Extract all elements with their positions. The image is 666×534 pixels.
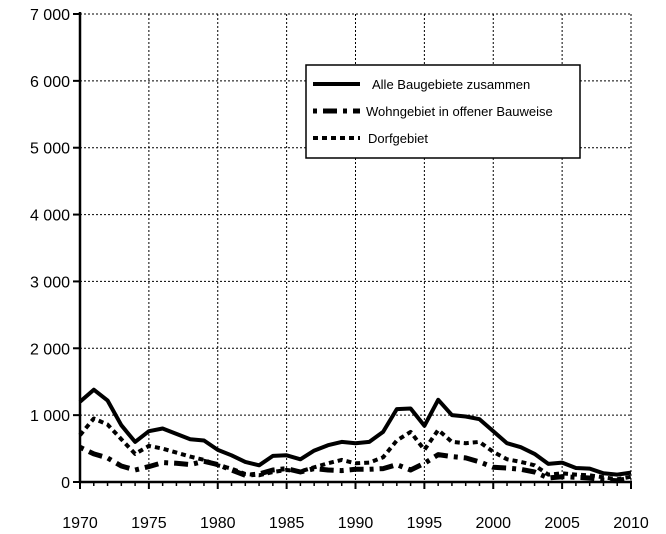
series-line-2 <box>78 444 632 484</box>
y-tick-label: 5 000 <box>30 141 70 158</box>
x-tick-label: 1985 <box>269 515 305 532</box>
legend-label-series-1: Alle Baugebiete zusammen <box>372 77 530 92</box>
y-tick-label: 3 000 <box>30 274 70 291</box>
x-tick-label: 2000 <box>475 515 511 532</box>
legend-box <box>305 64 581 159</box>
y-tick-label: 6 000 <box>30 74 70 91</box>
x-tick-label: 1970 <box>62 515 98 532</box>
legend-label-series-3: Dorfgebiet <box>368 131 428 146</box>
y-tick-label: 7 000 <box>30 7 70 24</box>
x-tick-label: 2010 <box>613 515 649 532</box>
y-tick-label: 4 000 <box>30 208 70 225</box>
x-tick-label: 2005 <box>544 515 580 532</box>
y-tick-label: 0 <box>61 475 70 492</box>
y-tick-label: 1 000 <box>30 408 70 425</box>
legend-label-series-2: Wohngebiet in offener Bauweise <box>366 104 553 119</box>
series-lines <box>78 387 632 484</box>
x-tick-label: 1980 <box>200 515 236 532</box>
y-tick-label: 2 000 <box>30 341 70 358</box>
series-line-1 <box>78 387 632 477</box>
legend: Alle Baugebiete zusammen Wohngebiet in o… <box>305 64 581 159</box>
x-tick-label: 1975 <box>131 515 167 532</box>
axes <box>73 12 632 489</box>
x-tick-label: 1990 <box>338 515 374 532</box>
tick-labels: 0 1 000 2 000 3 000 4 000 5 000 6 000 7 000 1970… <box>30 7 649 532</box>
x-tick-label: 1995 <box>407 515 443 532</box>
series-line-3 <box>78 416 632 482</box>
